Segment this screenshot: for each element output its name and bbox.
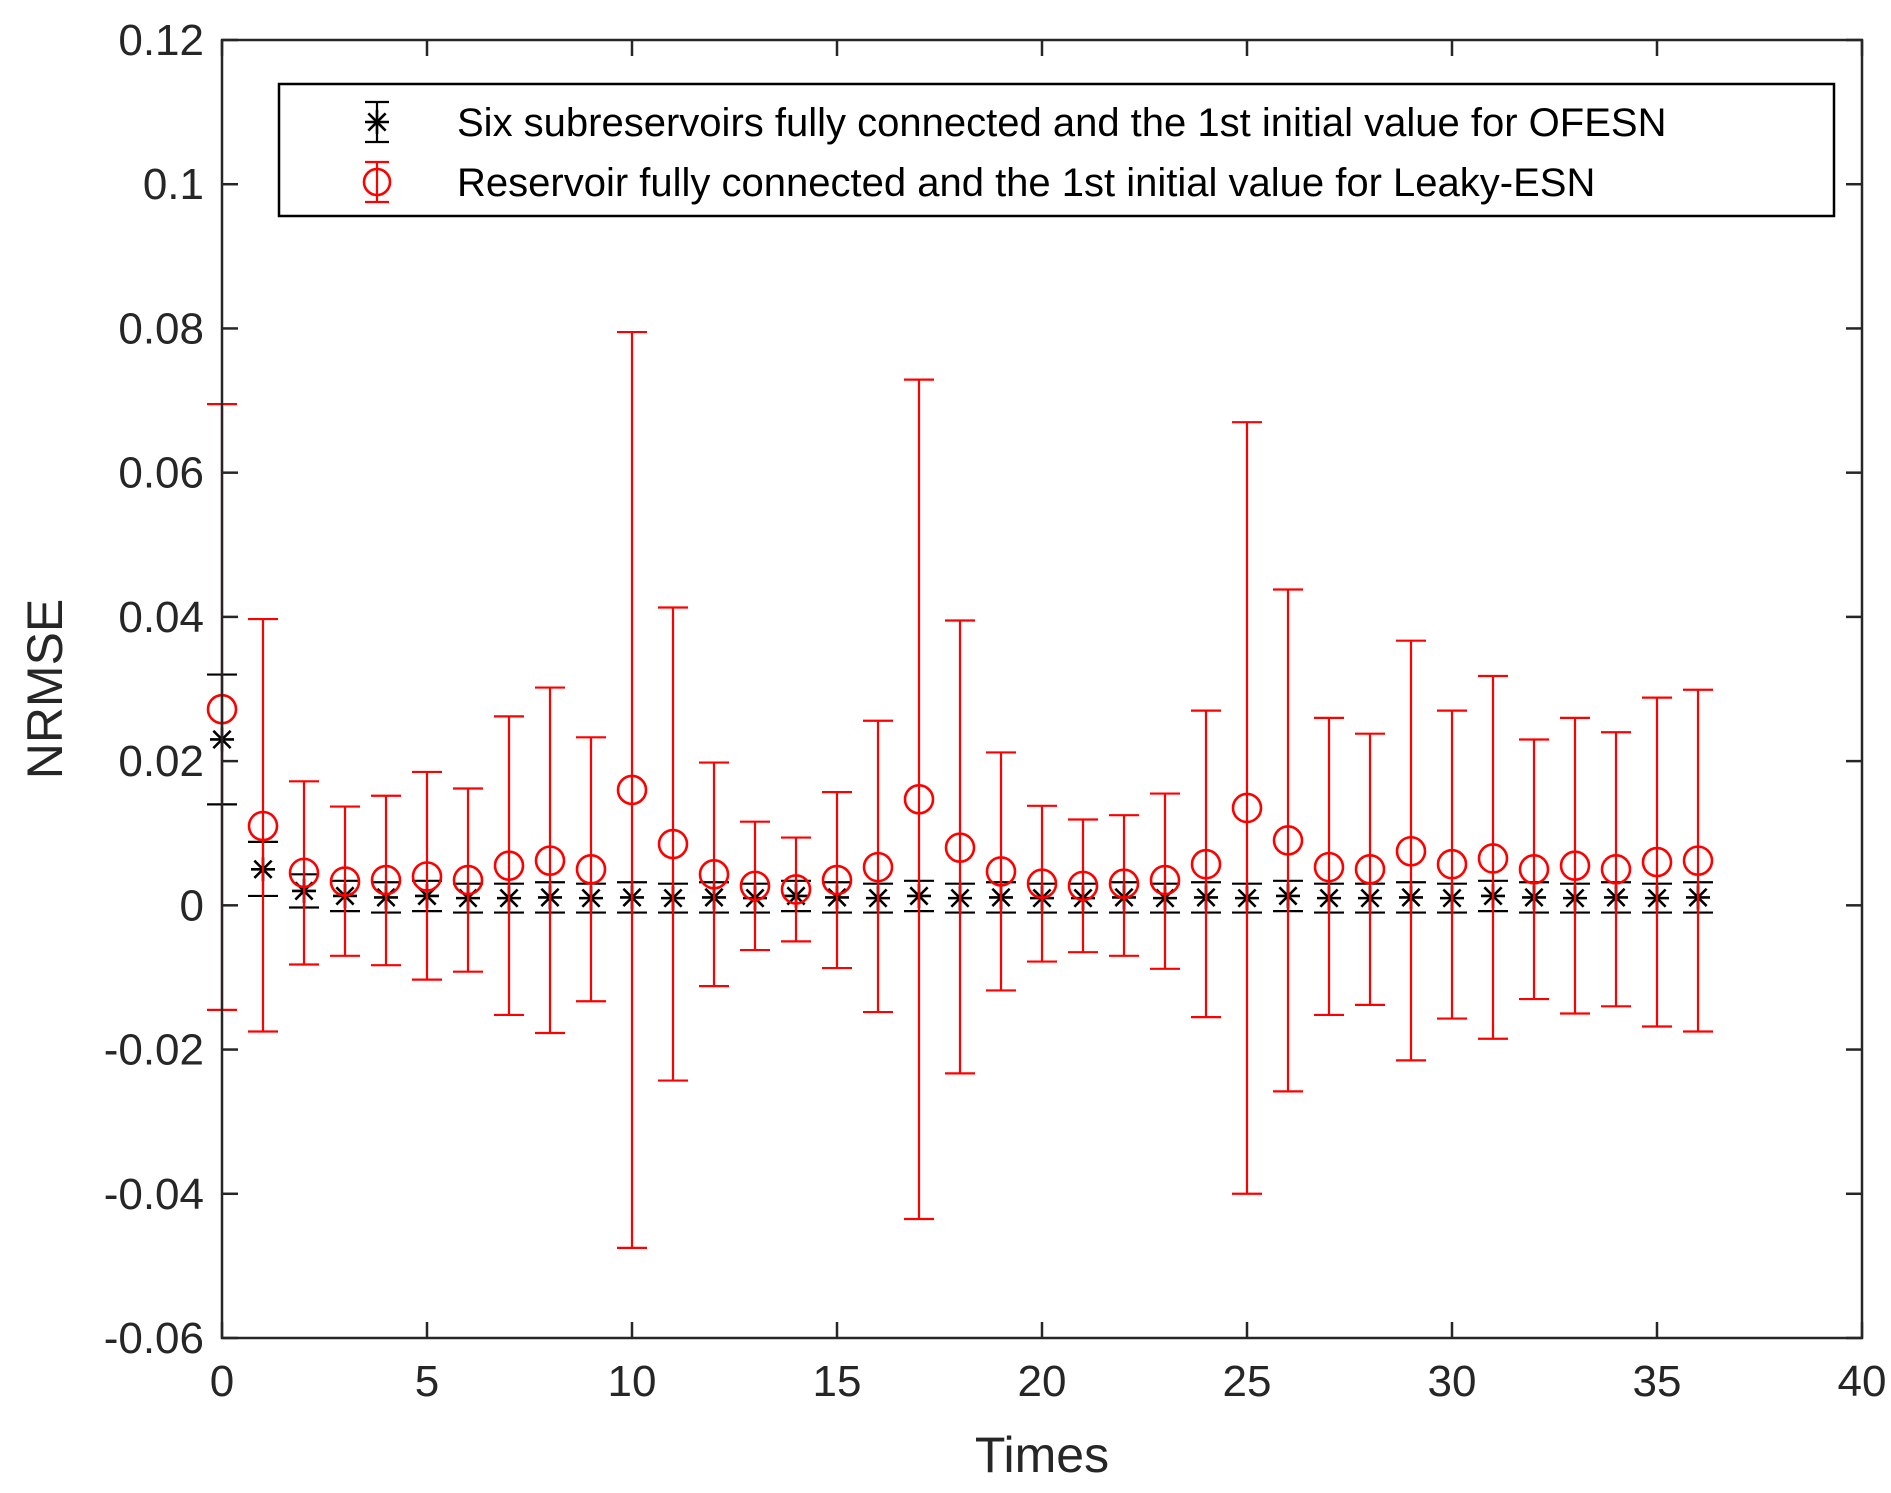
- data-point-circle: [1149, 864, 1181, 896]
- legend-circle: [362, 167, 392, 197]
- x-tick-labels: 0 5 10 15 20 25 30 35 40: [210, 1357, 1887, 1406]
- data-point-circle: [1395, 835, 1427, 867]
- x-tick-label: 0: [210, 1357, 234, 1406]
- data-point-circle: [1313, 851, 1345, 883]
- data-point-circle: [1477, 843, 1509, 874]
- data-point-circle: [739, 870, 771, 902]
- data-point-circle: [1231, 792, 1263, 824]
- data-point-circle: [944, 832, 976, 863]
- data-point-circle: [1682, 845, 1714, 876]
- data-point-circle: [616, 774, 648, 806]
- y-tick-label: 0: [180, 881, 204, 930]
- x-tick-label: 20: [1018, 1357, 1067, 1406]
- y-tick-label: 0.12: [118, 16, 204, 65]
- x-tick-label: 5: [415, 1357, 439, 1406]
- y-tick-label: -0.04: [104, 1170, 204, 1219]
- data-point-circle: [288, 857, 320, 889]
- data-point-circle: [247, 810, 279, 842]
- x-tick-label: 25: [1223, 1357, 1272, 1406]
- x-tick-label: 35: [1633, 1357, 1682, 1406]
- data-point-circle: [493, 850, 525, 881]
- data-point-circle: [1436, 848, 1468, 880]
- data-point-circle: [780, 874, 812, 905]
- data-point-circle: [1067, 870, 1099, 902]
- data-point-circle: [1108, 868, 1140, 900]
- legend-box: [277, 82, 1836, 218]
- data-point-circle: [657, 828, 689, 860]
- legend-label-leaky-esn: Reservoir fully connected and the 1st in…: [457, 161, 1595, 205]
- legend-marker-star: [365, 100, 389, 144]
- data-point-circle: [1354, 853, 1386, 885]
- y-tick-labels: -0.06 -0.04 -0.02 0 0.02 0.04 0.06 0.08 0.1 0.12: [104, 16, 204, 1363]
- y-tick-label: -0.06: [104, 1314, 204, 1363]
- data-point-circle: [821, 864, 853, 896]
- data-point-circle: [1518, 853, 1550, 885]
- series-leaky-esn: [206, 330, 1714, 1249]
- y-tick-label: 0.06: [118, 449, 204, 498]
- y-tick-label: 0.02: [118, 737, 204, 786]
- legend: Six subreservoirs fully connected and th…: [277, 82, 1836, 218]
- y-tick-label: 0.04: [118, 593, 204, 642]
- data-point-circle: [1600, 853, 1632, 885]
- data-point-circle: [534, 845, 566, 876]
- legend-star: [365, 110, 389, 134]
- x-tick-label: 15: [813, 1357, 862, 1406]
- data-point-circle: [903, 784, 935, 815]
- x-tick-label: 10: [608, 1357, 657, 1406]
- data-point-circle: [1190, 848, 1222, 880]
- data-point-circle: [411, 861, 443, 892]
- y-tick-label: 0.08: [118, 304, 204, 353]
- legend-marker-circle: [362, 160, 392, 204]
- x-tick-label: 30: [1428, 1357, 1477, 1406]
- legend-entry-leaky-esn: Reservoir fully connected and the 1st in…: [362, 160, 1595, 205]
- legend-entry-ofesn: Six subreservoirs fully connected and th…: [365, 100, 1666, 145]
- data-point-circle: [1272, 825, 1304, 856]
- star-stroke: [367, 112, 387, 132]
- data-point-circle: [1559, 850, 1591, 881]
- y-axis-title: NRMSE: [17, 599, 73, 780]
- data-point-circle: [862, 851, 894, 883]
- legend-label-ofesn: Six subreservoirs fully connected and th…: [457, 101, 1666, 145]
- data-point-circle: [452, 864, 484, 896]
- axes-box: [220, 38, 1864, 1340]
- data-point-circle: [329, 866, 361, 897]
- x-axis-title: Times: [975, 1427, 1109, 1483]
- data-point-circle: [1641, 846, 1673, 878]
- data-point-circle: [575, 853, 607, 885]
- data-point-circle: [698, 859, 730, 890]
- y-tick-label: 0.1: [143, 160, 204, 209]
- data-point-circle: [370, 864, 402, 896]
- x-tick-label: 40: [1838, 1357, 1887, 1406]
- y-tick-label: -0.02: [104, 1026, 204, 1075]
- data-point-circle: [1026, 868, 1058, 900]
- data-point-circle: [985, 856, 1017, 887]
